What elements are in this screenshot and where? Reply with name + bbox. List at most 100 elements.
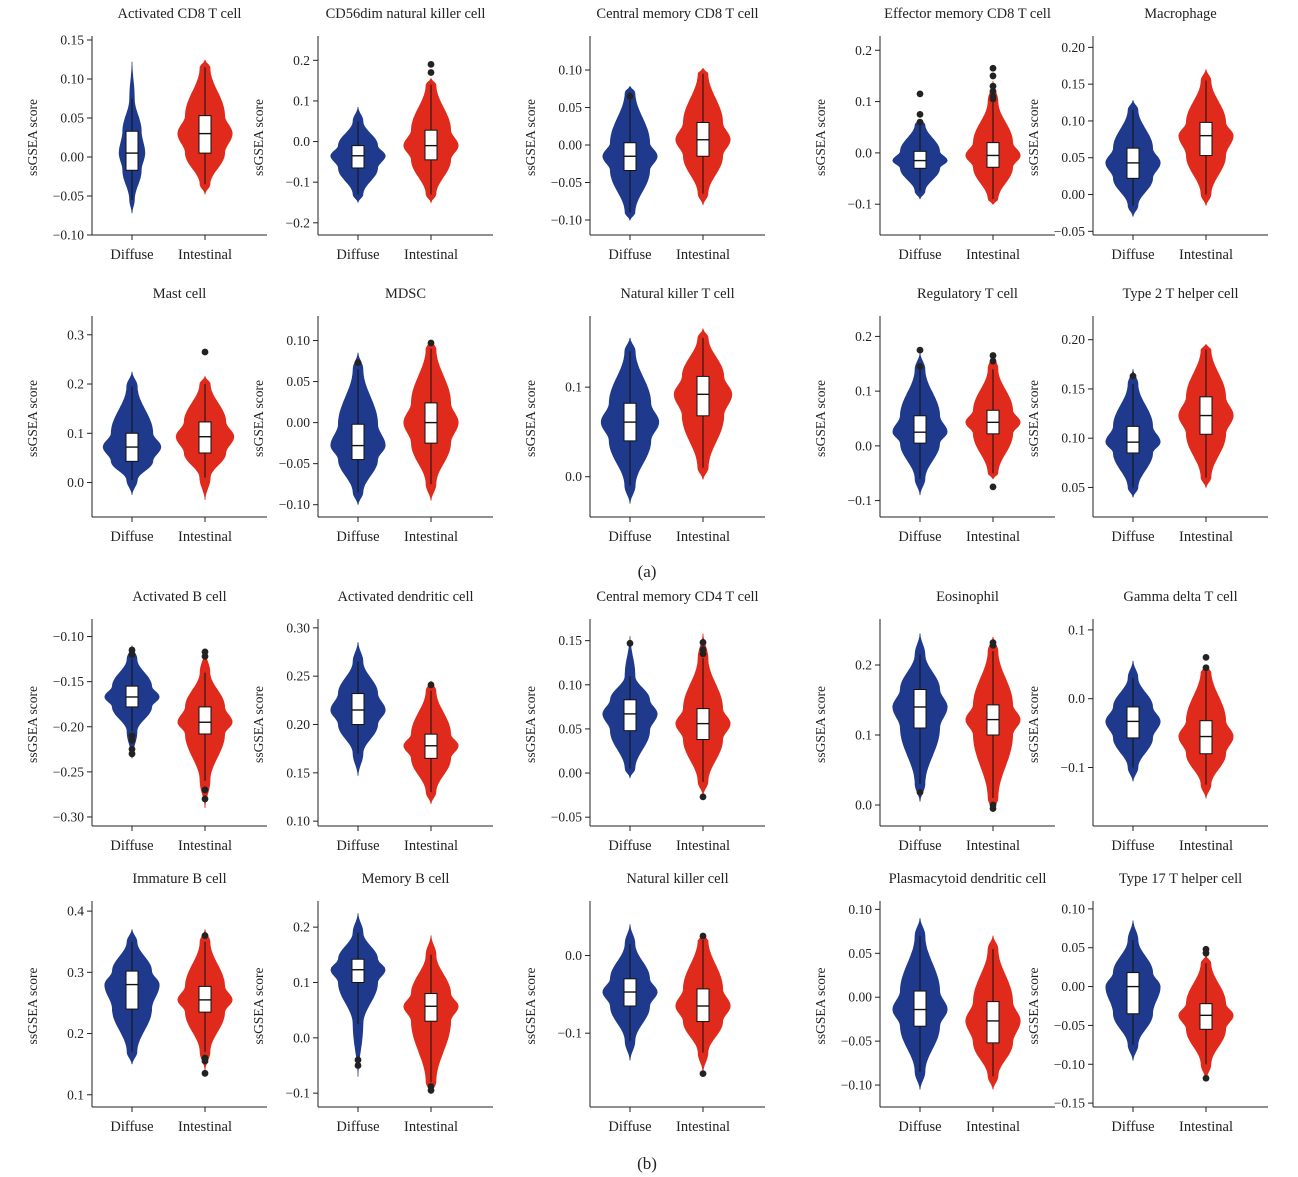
violin-panel-1: Activated CD8 T cell ssGSEA score −0.10 −0.…: [25, 6, 267, 263]
box: [913, 689, 927, 729]
outlier-point: [354, 1062, 362, 1069]
y-tick-label: 0.0: [67, 475, 84, 490]
y-tick-label: 0.0: [855, 438, 872, 453]
panel-title: Plasmacytoid dendritic cell: [889, 871, 1047, 887]
y-tick-label: 0.05: [558, 100, 582, 115]
x-tick-label: Diffuse: [608, 529, 651, 545]
y-tick-label: −0.10: [551, 213, 582, 228]
violin-panel-19: Plasmacytoid dendritic cell ssGSEA score −…: [813, 871, 1055, 1135]
y-tick-label: 0.2: [293, 920, 310, 935]
y-tick-label: 0.00: [286, 415, 310, 430]
panel-title: MDSC: [385, 286, 426, 302]
y-tick-label: −0.1: [286, 1086, 311, 1101]
violin-panel-4: Effector memory CD8 T cell ssGSEA score −0…: [813, 6, 1055, 263]
y-tick-label: 0.10: [558, 677, 582, 692]
y-tick-label: 0.0: [293, 1030, 310, 1045]
outlier-point: [201, 795, 209, 803]
violin-panel-14: Eosinophil ssGSEA score 0.0 0.1 0.2 Diffuse In…: [813, 589, 1055, 854]
outlier-point: [989, 805, 997, 812]
box: [351, 958, 365, 983]
y-tick-label: 0.1: [67, 1087, 84, 1102]
box: [1199, 1003, 1213, 1030]
outlier-point: [989, 639, 997, 646]
outlier-point: [128, 651, 136, 658]
y-tick-label: −0.1: [848, 493, 873, 508]
x-tick-label: Intestinal: [1179, 529, 1233, 545]
y-axis-label: ssGSEA score: [1026, 380, 1041, 457]
outlier-point: [201, 348, 209, 356]
x-tick-label: Intestinal: [1179, 1119, 1233, 1135]
box: [1126, 425, 1140, 454]
outlier-point: [427, 1086, 435, 1094]
outlier-point: [989, 87, 997, 95]
outlier-point: [989, 64, 997, 72]
y-tick-label: 0.1: [855, 384, 872, 399]
y-tick-label: −0.30: [53, 809, 84, 824]
y-tick-label: 0.00: [558, 766, 582, 781]
y-axis-label: ssGSEA score: [251, 686, 266, 763]
y-axis-label: ssGSEA score: [1026, 968, 1041, 1045]
y-tick-label: 0.00: [1061, 979, 1085, 994]
panel-title: CD56dim natural killer cell: [326, 6, 486, 22]
y-axis-label: ssGSEA score: [523, 99, 538, 176]
y-tick-label: 0.05: [1061, 940, 1085, 955]
box: [1126, 706, 1140, 739]
y-axis-label: ssGSEA score: [25, 99, 40, 176]
y-tick-label: 0.15: [558, 633, 582, 648]
box: [623, 699, 637, 732]
box: [351, 145, 365, 169]
outlier-point: [354, 1056, 362, 1064]
x-tick-label: Intestinal: [966, 529, 1020, 545]
y-tick-label: 0.10: [60, 72, 84, 87]
outlier-point: [626, 639, 634, 647]
y-tick-label: −0.1: [558, 1026, 583, 1041]
y-tick-label: 0.0: [565, 948, 582, 963]
x-tick-label: Diffuse: [608, 247, 651, 263]
y-tick-label: 0.00: [60, 150, 84, 165]
y-tick-label: −0.05: [279, 456, 310, 471]
outlier-point: [699, 793, 707, 801]
panel-title: Immature B cell: [132, 871, 226, 887]
y-axis-label: ssGSEA score: [251, 968, 266, 1045]
box: [1126, 972, 1140, 1015]
outlier-point: [427, 60, 435, 68]
y-tick-label: 0.10: [286, 814, 310, 829]
panel-title: Type 2 T helper cell: [1122, 286, 1238, 302]
y-axis-label: ssGSEA score: [813, 686, 828, 763]
panel-title: Regulatory T cell: [917, 286, 1018, 302]
panel-title: Natural killer T cell: [620, 286, 734, 302]
outlier-point: [128, 736, 136, 744]
y-tick-label: −0.05: [1054, 1018, 1085, 1033]
y-tick-label: −0.10: [53, 629, 84, 644]
outlier-point: [916, 363, 924, 370]
outlier-point: [916, 118, 924, 126]
violin-panel-3: Central memory CD8 T cell ssGSEA score −0.…: [523, 6, 765, 263]
y-tick-label: −0.10: [841, 1078, 872, 1093]
y-tick-label: 0.00: [848, 990, 872, 1005]
x-tick-label: Diffuse: [1111, 838, 1154, 854]
y-tick-label: −0.1: [286, 175, 311, 190]
violin-panel-17: Memory B cell ssGSEA score −0.1 0.0 0.1 0.2 Di…: [251, 871, 493, 1135]
panel-title: Natural killer cell: [626, 871, 728, 887]
x-tick-label: Intestinal: [404, 529, 458, 545]
box: [913, 415, 927, 444]
y-tick-label: 0.1: [293, 93, 310, 108]
outlier-point: [201, 932, 209, 940]
y-tick-label: 0.05: [60, 111, 84, 126]
y-tick-label: −0.05: [53, 189, 84, 204]
y-tick-label: 0.05: [1061, 150, 1085, 165]
y-tick-label: 0.1: [855, 94, 872, 109]
y-tick-label: 0.15: [286, 765, 310, 780]
panel-title: Macrophage: [1144, 6, 1216, 22]
x-tick-label: Diffuse: [110, 1119, 153, 1135]
outlier-point: [1202, 1074, 1210, 1082]
y-tick-label: 0.1: [67, 426, 84, 441]
x-tick-label: Intestinal: [1179, 247, 1233, 263]
y-axis-label: ssGSEA score: [25, 968, 40, 1045]
box: [913, 150, 927, 169]
panel-title: Mast cell: [153, 286, 207, 302]
x-tick-label: Intestinal: [178, 1119, 232, 1135]
y-tick-label: −0.10: [279, 497, 310, 512]
violin-panel-6: Mast cell ssGSEA score 0.0 0.1 0.2 0.3 Diffuse…: [25, 286, 267, 545]
